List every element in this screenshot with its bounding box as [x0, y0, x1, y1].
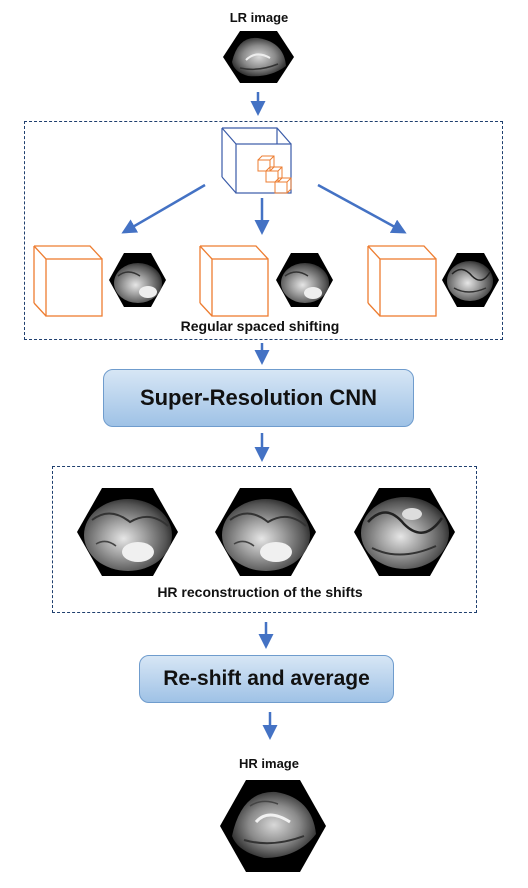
arrow-to-right: [317, 183, 407, 234]
reshift-average-box: Re-shift and average: [139, 655, 394, 703]
hr-shift-thumbnail-2: [215, 488, 316, 576]
hr-image-label: HR image: [239, 756, 299, 771]
small-orange-cubes: [257, 155, 292, 194]
hr-shift-thumbnail-3: [354, 488, 455, 576]
hr-shifts-group-box: [52, 466, 477, 613]
lr-shift-thumbnail-2: [276, 253, 333, 307]
hr-shift-thumbnail-1: [77, 488, 178, 576]
orange-cube-middle: [199, 245, 269, 317]
hr-shifts-label: HR reconstruction of the shifts: [157, 584, 363, 600]
arrow-to-left: [121, 183, 206, 234]
hr-image-thumbnail: [220, 780, 326, 872]
super-resolution-cnn-box: Super-Resolution CNN: [103, 369, 414, 427]
orange-cube-left: [33, 245, 103, 317]
lr-image-label: LR image: [229, 10, 289, 25]
regular-shifting-label: Regular spaced shifting: [180, 318, 340, 334]
lr-image-thumbnail: [223, 31, 294, 83]
lr-shift-thumbnail-3: [442, 253, 499, 307]
shifting-group-box: [24, 121, 503, 340]
orange-cube-right: [367, 245, 437, 317]
lr-shift-thumbnail-1: [109, 253, 166, 307]
volume-cube-blue: [221, 127, 292, 194]
